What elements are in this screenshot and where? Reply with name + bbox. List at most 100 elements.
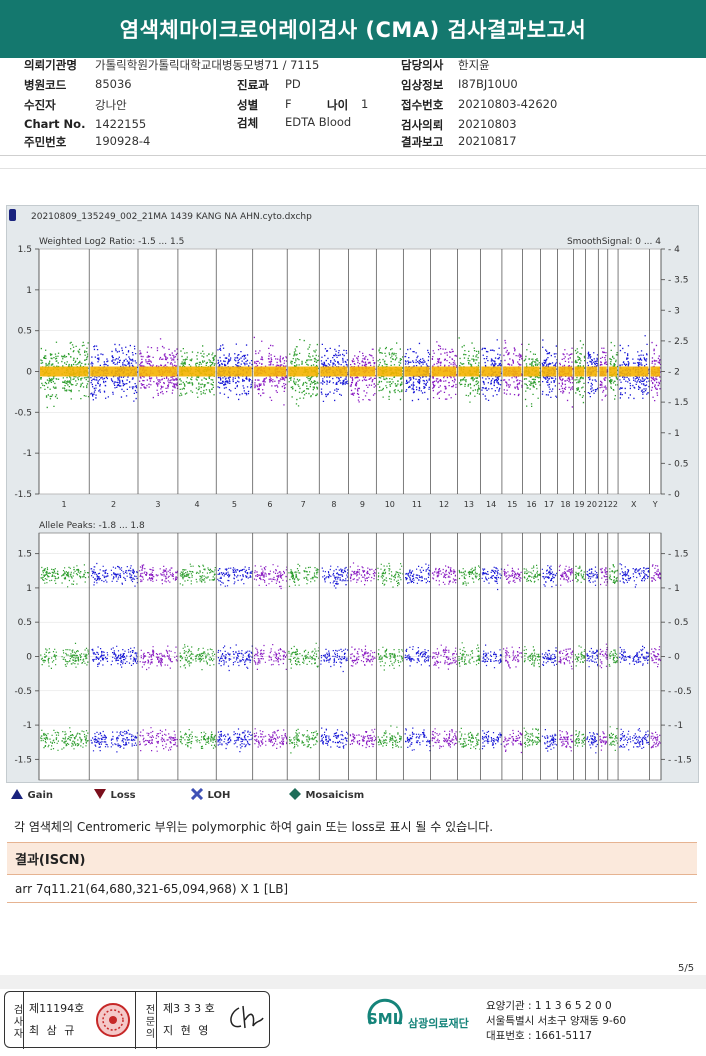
specialist-name: 지 현 영 xyxy=(163,1024,211,1037)
chromosome-Y-points xyxy=(650,564,661,749)
legend-loh: LOH xyxy=(190,787,231,801)
chromosome-2-scatter xyxy=(90,343,138,402)
chromosome-label: 6 xyxy=(267,500,272,509)
chart-file-name: 20210809_135249_002_21MA 1439 KANG NA AH… xyxy=(31,212,312,222)
chromosome-label: 2 xyxy=(111,500,116,509)
smooth-signal-X xyxy=(619,366,649,377)
report-date-label: 결과보고 xyxy=(401,135,444,149)
seal-stamp-icon xyxy=(96,1003,130,1037)
chromosome-label: 7 xyxy=(301,500,306,509)
chromosome-16-scatter xyxy=(523,564,541,748)
clinical-info-value: I87BJ10U0 xyxy=(458,77,518,91)
referral-label: 의뢰기관명 xyxy=(24,58,77,72)
doctor-label: 담당의사 xyxy=(401,58,444,72)
chromosome-X-scatter xyxy=(619,563,650,751)
smooth-signal-12 xyxy=(431,366,457,377)
left-tick-label: 0 xyxy=(26,368,32,378)
right-tick-label: - 1 xyxy=(668,584,680,594)
chromosome-6-points xyxy=(253,564,288,749)
chromosome-19-scatter xyxy=(574,565,586,747)
age-label: 나이 xyxy=(327,98,349,112)
mosaicism-diamond-icon xyxy=(289,788,301,800)
chromosome-18-points xyxy=(558,564,574,752)
chromosome-9-points xyxy=(349,562,377,749)
clinical-info-label: 임상정보 xyxy=(401,78,444,92)
patient-name-label: 수진자 xyxy=(24,98,56,112)
chromosome-Y-scatter xyxy=(650,564,661,749)
chromosome-6-scatter xyxy=(253,564,288,749)
result-header-label: 결과(ISCN) xyxy=(15,853,86,868)
chromosome-18-scatter xyxy=(558,347,574,408)
id-number-label: 주민번호 xyxy=(24,135,67,149)
smooth-signal-7 xyxy=(288,366,319,377)
chromosome-8-points xyxy=(320,565,349,749)
chromosome-10-points xyxy=(377,342,404,401)
iscn-result: arr 7q11.21(64,680,321-65,094,968) X 1 [… xyxy=(15,881,289,896)
doctor-value: 한지윤 xyxy=(458,58,490,72)
chromosome-label: 4 xyxy=(195,500,200,509)
chromosome-label: 8 xyxy=(331,500,336,509)
report-date-value: 20210817 xyxy=(458,134,517,148)
chromosome-8-points xyxy=(320,343,349,402)
request-date-label: 검사의뢰 xyxy=(401,118,444,132)
chromosome-21-points xyxy=(599,347,608,401)
right-tick-label: - -0.5 xyxy=(668,687,692,697)
centromere-note: 각 염색체의 Centromeric 부위는 polymorphic 하여 ga… xyxy=(14,820,494,834)
legend-mosaicism: Mosaicism xyxy=(288,788,364,801)
chromosome-20-points xyxy=(586,566,599,754)
chromosome-1-points xyxy=(40,341,90,409)
chromosome-12-scatter xyxy=(431,341,458,400)
specialist-license: 제3 3 3 호 xyxy=(163,1002,215,1015)
left-tick-label: 1 xyxy=(26,584,32,594)
smooth-signal-3 xyxy=(138,366,177,377)
legend-gain: Gain xyxy=(10,788,53,801)
smooth-signal-10 xyxy=(377,366,403,377)
left-tick-label: -0.5 xyxy=(14,687,32,697)
hospital-code-value: 85036 xyxy=(95,77,132,91)
chromosome-label: 14 xyxy=(486,500,496,509)
smooth-signal-1 xyxy=(40,366,89,377)
page-number: 5/5 xyxy=(678,963,695,974)
left-tick-label: 1.5 xyxy=(18,550,32,560)
right-tick-label: - 2.5 xyxy=(668,337,688,347)
smooth-signal-5 xyxy=(217,366,252,377)
chromosome-2-points xyxy=(90,343,138,402)
chromosome-11-scatter xyxy=(404,563,431,752)
legend-loh-label: LOH xyxy=(207,790,231,801)
sml-logo-text: SML xyxy=(367,1010,403,1028)
chromosome-9-points xyxy=(349,348,377,403)
footer-address: 서울특별시 서초구 양재동 9-60 xyxy=(486,1015,627,1027)
left-tick-label: 0.5 xyxy=(18,618,32,628)
chromosome-label: 10 xyxy=(385,500,395,509)
chromosome-label: 15 xyxy=(507,500,517,509)
chromosome-label: 19 xyxy=(574,500,584,509)
left-tick-label: 0.5 xyxy=(18,327,32,337)
sml-logo-icon xyxy=(367,998,403,1025)
result-header: 결과(ISCN) xyxy=(7,842,697,875)
loss-triangle-icon xyxy=(94,789,106,799)
legend-gain-label: Gain xyxy=(27,790,53,801)
sex-label: 성별 xyxy=(237,98,259,112)
chromosome-1-scatter xyxy=(40,341,90,409)
smooth-signal-9 xyxy=(349,366,376,377)
right-tick-label: - 3 xyxy=(668,306,680,316)
specialist-label: 전문의 xyxy=(135,992,157,1049)
chromosome-17-scatter xyxy=(541,565,558,752)
chromosome-22-points xyxy=(608,341,619,400)
left-tick-label: 0 xyxy=(26,653,32,663)
legend-loss-label: Loss xyxy=(110,790,136,801)
referral-value: 가톨릭학원가톨릭대학교대병동모병71 / 7115 xyxy=(95,58,320,72)
report-title: 염색체마이크로어레이검사 (CMA) 검사결과보고서 xyxy=(0,0,706,58)
footer-band xyxy=(0,975,706,989)
right-tick-label: - -1.5 xyxy=(668,755,692,765)
hospital-code-label: 병원코드 xyxy=(24,78,67,92)
chromosome-8-scatter xyxy=(320,343,349,402)
org-name: 삼광의료재단 xyxy=(408,1017,469,1030)
chart-no-value: 1422155 xyxy=(95,117,147,131)
footer-code: 요양기관 : 1 1 3 6 5 2 0 0 xyxy=(486,1000,612,1012)
chromosome-1-scatter xyxy=(40,564,90,751)
chromosome-label: 1 xyxy=(62,500,67,509)
receipt-no-value: 20210803-42620 xyxy=(458,97,558,111)
dept-label: 진료과 xyxy=(237,78,269,92)
cma-chart-svg: 20210809_135249_002_21MA 1439 KANG NA AH… xyxy=(9,209,692,781)
